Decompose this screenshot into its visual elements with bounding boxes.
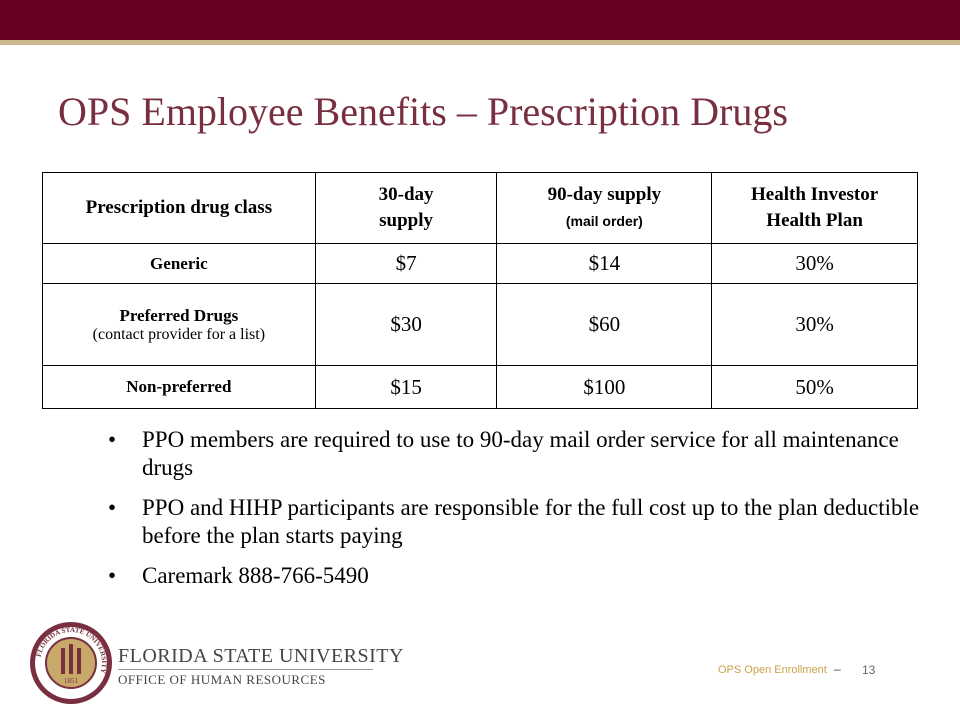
footer-separator: – [834, 662, 841, 676]
cell: $30 [314, 283, 498, 366]
row: Preferred Drugs (contact provider for a l… [42, 283, 918, 366]
row-label: Preferred Drugs [119, 305, 239, 325]
header-text: Prescription drug class [85, 197, 273, 218]
header-text: supply [379, 210, 434, 231]
seal: FLORIDA STATE UNIVERSITY 1851 [30, 622, 112, 704]
header-cell: 30-day supply [314, 172, 498, 244]
bullet: Caremark 888-766-5490 [108, 562, 953, 590]
header-text: 90-day supply [547, 184, 662, 205]
header-cell: Health Investor Health Plan [711, 172, 918, 244]
university-name: FLORIDA STATE UNIVERSITY [118, 645, 404, 667]
cell: 30% [711, 243, 918, 284]
header-subtext: (mail order) [565, 213, 643, 229]
header-row: Prescription drug class 30-day supply 90-… [42, 172, 918, 244]
top-bar [0, 0, 960, 40]
footer-divider [118, 669, 373, 670]
row: Non-preferred $15 $100 50% [42, 365, 918, 409]
header-text: 30-day [378, 184, 434, 205]
accent-line [0, 40, 960, 45]
cell: $60 [496, 283, 713, 366]
cell: $15 [314, 365, 498, 409]
cell: $7 [314, 243, 498, 284]
benefits-table: Prescription drug class 30-day supply 90-… [42, 172, 918, 409]
cell: 50% [711, 365, 918, 409]
row-label: Generic [42, 243, 316, 284]
bullet: PPO and HIHP participants are responsibl… [108, 494, 953, 550]
header-cell: Prescription drug class [42, 172, 316, 244]
header-cell: 90-day supply (mail order) [496, 172, 713, 244]
cell: $14 [496, 243, 713, 284]
footer-event: OPS Open Enrollment [718, 664, 827, 676]
seal-torch [69, 644, 73, 674]
slide-title: OPS Employee Benefits – Prescription Dru… [58, 89, 788, 134]
row-note: (contact provider for a list) [92, 325, 266, 343]
cell: 30% [711, 283, 918, 366]
seal-torch [77, 648, 81, 674]
cell: $100 [496, 365, 713, 409]
row: Generic $7 $14 30% [42, 243, 918, 284]
page-number: 13 [862, 663, 876, 677]
header-text: Health Plan [766, 210, 863, 231]
row-label: Non-preferred [42, 365, 316, 409]
row-label-cell: Preferred Drugs (contact provider for a l… [42, 283, 316, 366]
office-name: OFFICE OF HUMAN RESOURCES [118, 672, 326, 687]
header-text: Health Investor [751, 184, 879, 205]
seal-year: 1851 [64, 677, 79, 685]
bullet: PPO members are required to use to 90-da… [108, 426, 953, 482]
seal-torch [61, 648, 65, 674]
bullet-list: PPO members are required to use to 90-da… [108, 426, 953, 602]
